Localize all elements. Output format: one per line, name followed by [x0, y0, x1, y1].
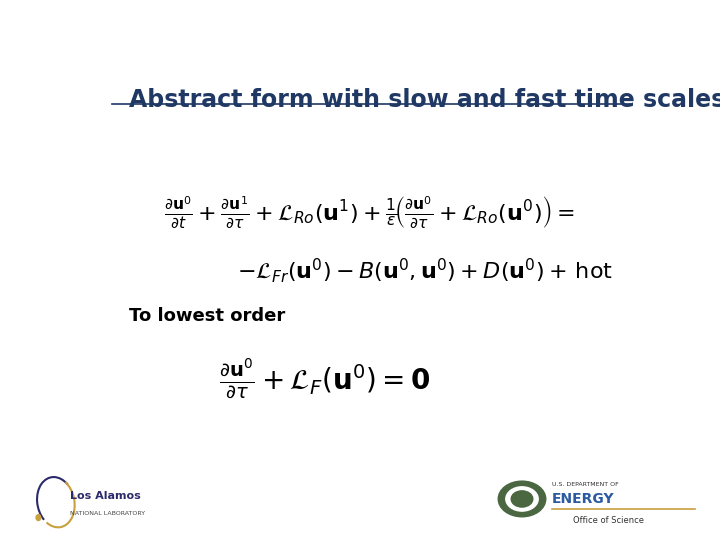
Text: U.S. DEPARTMENT OF: U.S. DEPARTMENT OF: [552, 482, 619, 487]
Circle shape: [505, 487, 539, 511]
Text: Abstract form with slow and fast time scales: Abstract form with slow and fast time sc…: [129, 87, 720, 112]
Text: ENERGY: ENERGY: [552, 492, 615, 506]
Text: To lowest order: To lowest order: [129, 307, 285, 326]
Text: Office of Science: Office of Science: [573, 516, 644, 524]
Circle shape: [36, 515, 41, 521]
Text: Los Alamos: Los Alamos: [70, 491, 141, 501]
Text: $-\mathcal{L}_{Fr}(\mathbf{u}^0) - B(\mathbf{u}^0,\mathbf{u}^0) + D(\mathbf{u}^0: $-\mathcal{L}_{Fr}(\mathbf{u}^0) - B(\ma…: [237, 256, 613, 285]
Text: $\frac{\partial \mathbf{u}^0}{\partial \tau} + \mathcal{L}_{F}(\mathbf{u}^0) = \: $\frac{\partial \mathbf{u}^0}{\partial \…: [219, 356, 430, 401]
Circle shape: [511, 491, 533, 507]
Text: $\frac{\partial \mathbf{u}^0}{\partial t} + \frac{\partial \mathbf{u}^1}{\partia: $\frac{\partial \mathbf{u}^0}{\partial t…: [163, 194, 575, 231]
Circle shape: [498, 481, 546, 517]
Text: NATIONAL LABORATORY: NATIONAL LABORATORY: [70, 511, 145, 516]
